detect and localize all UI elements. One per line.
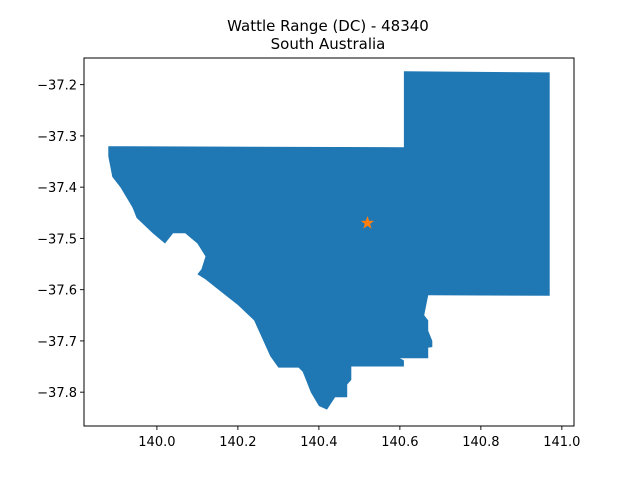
x-tick-label: 140.6 <box>381 435 418 450</box>
map-subtitle: South Australia <box>271 35 386 53</box>
x-tick-label: 140.2 <box>219 435 256 450</box>
y-tick-label: −37.8 <box>37 386 77 401</box>
y-tick-label: −37.5 <box>37 232 77 247</box>
y-tick-label: −37.7 <box>37 335 77 350</box>
y-tick-label: −37.2 <box>37 79 77 94</box>
x-tick-label: 141.0 <box>543 435 580 450</box>
x-tick-label: 140.4 <box>300 435 337 450</box>
y-tick-label: −37.6 <box>37 284 77 299</box>
map-title: Wattle Range (DC) - 48340 <box>227 17 429 35</box>
plot-frame <box>83 57 575 427</box>
y-tick-label: −37.4 <box>37 181 77 196</box>
y-axis: −37.2 −37.3 −37.4 −37.5 −37.6 −37.7 −37.8 <box>37 79 84 401</box>
x-tick-label: 140.0 <box>138 435 175 450</box>
x-axis: 140.0 140.2 140.4 140.6 140.8 141.0 <box>138 426 580 450</box>
x-tick-label: 140.8 <box>462 435 499 450</box>
region-polygon <box>108 71 550 410</box>
y-tick-label: −37.3 <box>37 130 77 145</box>
star-icon <box>360 216 375 229</box>
